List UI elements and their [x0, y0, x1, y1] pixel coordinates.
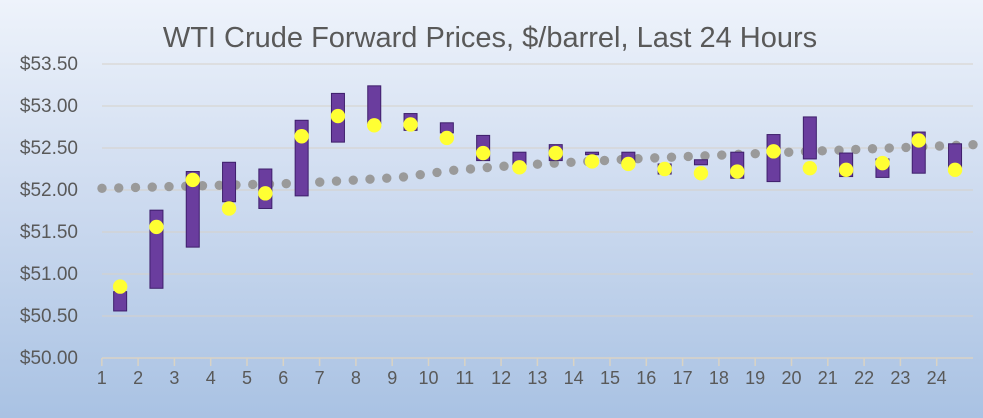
svg-text:$52.50: $52.50 — [20, 138, 78, 159]
svg-text:5: 5 — [242, 368, 252, 388]
svg-text:23: 23 — [890, 368, 910, 388]
svg-text:$51.00: $51.00 — [20, 264, 78, 285]
svg-text:14: 14 — [564, 368, 584, 388]
svg-text:15: 15 — [600, 368, 620, 388]
svg-text:20: 20 — [781, 368, 801, 388]
svg-text:$51.50: $51.50 — [20, 222, 78, 243]
svg-text:1: 1 — [97, 368, 107, 388]
svg-text:9: 9 — [387, 368, 397, 388]
svg-text:12: 12 — [491, 368, 511, 388]
svg-text:10: 10 — [418, 368, 438, 388]
svg-text:22: 22 — [854, 368, 874, 388]
svg-text:4: 4 — [206, 368, 216, 388]
svg-text:$50.00: $50.00 — [20, 348, 78, 369]
svg-text:21: 21 — [818, 368, 838, 388]
svg-text:11: 11 — [455, 368, 474, 388]
svg-text:$52.00: $52.00 — [20, 180, 78, 201]
svg-text:17: 17 — [673, 368, 693, 388]
svg-text:3: 3 — [169, 368, 179, 388]
svg-text:18: 18 — [709, 368, 729, 388]
svg-text:19: 19 — [745, 368, 765, 388]
svg-text:$50.50: $50.50 — [20, 306, 78, 327]
svg-text:7: 7 — [315, 368, 325, 388]
svg-text:$53.50: $53.50 — [20, 54, 78, 75]
svg-text:$53.00: $53.00 — [20, 96, 78, 117]
svg-text:16: 16 — [636, 368, 656, 388]
svg-text:8: 8 — [351, 368, 361, 388]
svg-text:2: 2 — [133, 368, 143, 388]
svg-text:24: 24 — [927, 368, 947, 388]
svg-text:13: 13 — [527, 368, 547, 388]
svg-text:6: 6 — [278, 368, 288, 388]
